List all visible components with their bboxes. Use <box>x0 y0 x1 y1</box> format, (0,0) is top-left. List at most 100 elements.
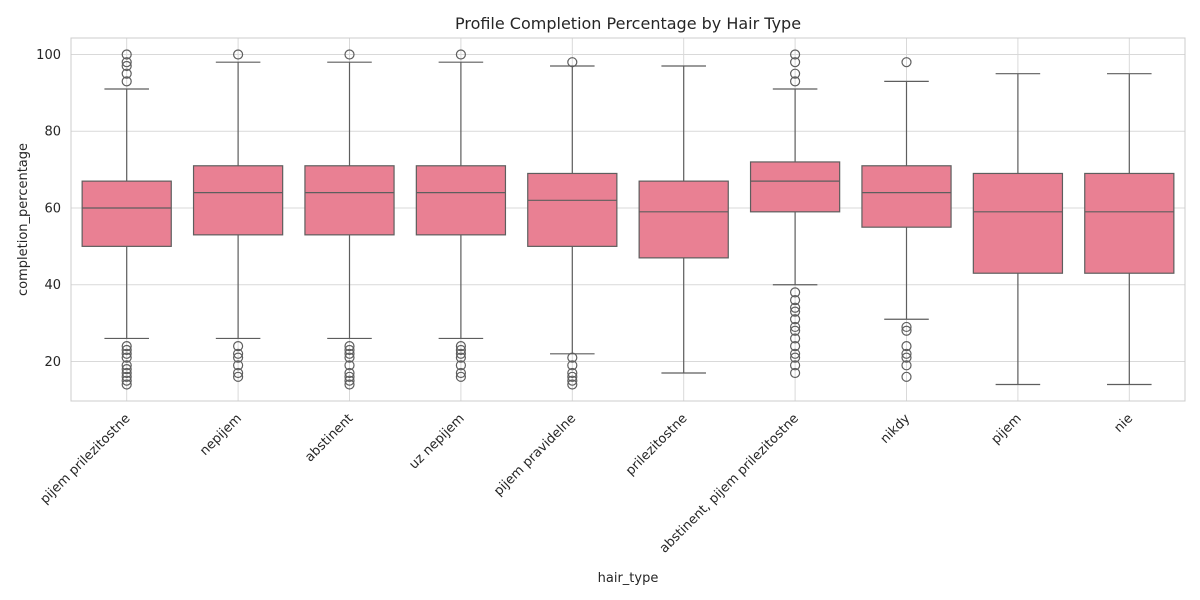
outlier-point <box>901 321 912 333</box>
outlier-point <box>233 352 244 363</box>
outlier-point <box>789 314 801 325</box>
outlier-point <box>901 348 912 359</box>
box-group <box>861 57 952 382</box>
outlier-point <box>789 333 801 344</box>
outlier-point <box>789 302 801 313</box>
outlier-point <box>233 360 244 371</box>
iqr-box <box>192 165 284 236</box>
outlier-point <box>455 49 466 60</box>
outlier-point <box>344 371 355 382</box>
plot-area-frame <box>70 37 1186 402</box>
outlier-point <box>121 60 132 72</box>
outlier-point <box>789 341 801 352</box>
outlier-point <box>121 57 132 68</box>
outlier-point <box>567 367 578 379</box>
y-axis-label: completion_percentage <box>16 143 31 296</box>
outlier-point <box>455 348 466 359</box>
box-group <box>192 49 284 382</box>
outlier-point <box>567 379 578 390</box>
outlier-point <box>789 287 801 298</box>
box-group <box>415 49 507 382</box>
outlier-point <box>789 294 801 306</box>
outlier-point <box>789 360 801 371</box>
outlier-point <box>455 367 466 379</box>
outlier-point <box>567 371 578 382</box>
outlier-point <box>901 57 912 68</box>
iqr-box <box>749 161 841 213</box>
outlier-point <box>233 49 244 60</box>
outlier-point <box>455 371 466 382</box>
outlier-point <box>789 348 801 359</box>
box-group <box>972 73 1064 386</box>
outlier-point <box>121 364 132 375</box>
outlier-point <box>567 360 578 371</box>
x-tick-label: pijem pravidelne <box>491 411 579 499</box>
outlier-point <box>344 379 355 390</box>
x-tick-labels: pijem prilezitostne nepijem abstinent uz ne… <box>38 411 1137 556</box>
outlier-point <box>455 352 466 363</box>
outlier-point <box>344 341 355 352</box>
outlier-point <box>789 68 801 79</box>
outlier-point <box>901 341 912 352</box>
outlier-point <box>901 371 912 382</box>
outlier-point <box>789 49 801 60</box>
x-tick-label: nie <box>1111 411 1136 436</box>
outlier-point <box>121 341 132 352</box>
iqr-box <box>861 165 952 228</box>
y-tick-label: 80 <box>44 125 61 140</box>
outlier-point <box>901 352 912 363</box>
outlier-point <box>233 348 244 359</box>
outlier-point <box>344 367 355 379</box>
outlier-point <box>233 367 244 379</box>
box-group <box>749 49 841 379</box>
x-tick-label: abstinent <box>302 411 356 465</box>
outlier-point <box>901 360 912 371</box>
outlier-point <box>121 348 132 359</box>
outlier-point <box>344 348 355 359</box>
x-tick-label: uz nepijem <box>407 411 468 472</box>
outlier-point <box>567 57 578 68</box>
outlier-point <box>789 57 801 68</box>
y-tick-label: 40 <box>44 278 61 293</box>
outlier-point <box>233 341 244 352</box>
iqr-box <box>304 165 395 236</box>
box-group <box>81 49 172 390</box>
outlier-point <box>344 375 355 386</box>
iqr-box <box>415 165 507 236</box>
box-group <box>1084 73 1175 386</box>
outlier-point <box>789 367 801 379</box>
outlier-point <box>789 352 801 363</box>
outlier-point <box>121 367 132 379</box>
outlier-point <box>901 325 912 336</box>
x-tick-label: nikdy <box>878 411 914 447</box>
outlier-point <box>121 352 132 363</box>
box-group <box>304 49 395 390</box>
outlier-point <box>789 76 801 87</box>
x-tick-label: pijem prilezitostne <box>38 411 134 507</box>
outlier-point <box>344 49 355 60</box>
outlier-point <box>121 344 132 356</box>
box-group <box>638 65 729 374</box>
outlier-point <box>121 379 132 390</box>
x-tick-label: prilezitostne <box>623 411 690 478</box>
outlier-point <box>455 341 466 352</box>
outlier-point <box>121 371 132 382</box>
outlier-point <box>567 352 578 363</box>
iqr-box <box>527 172 618 247</box>
outlier-point <box>344 360 355 371</box>
outlier-point <box>789 325 801 336</box>
iqr-box <box>1084 172 1175 274</box>
outlier-point <box>789 321 801 333</box>
x-tick-label: nepijem <box>197 411 245 459</box>
outlier-point <box>121 68 132 79</box>
y-tick-label: 20 <box>44 355 61 370</box>
boxes <box>81 49 1175 390</box>
y-tick-label: 60 <box>44 201 61 216</box>
outlier-point <box>455 360 466 371</box>
outlier-point <box>121 360 132 371</box>
outlier-point <box>567 375 578 386</box>
y-tick-labels: 20 40 60 80 100 <box>36 48 61 370</box>
iqr-box <box>81 180 172 247</box>
outlier-point <box>121 76 132 87</box>
